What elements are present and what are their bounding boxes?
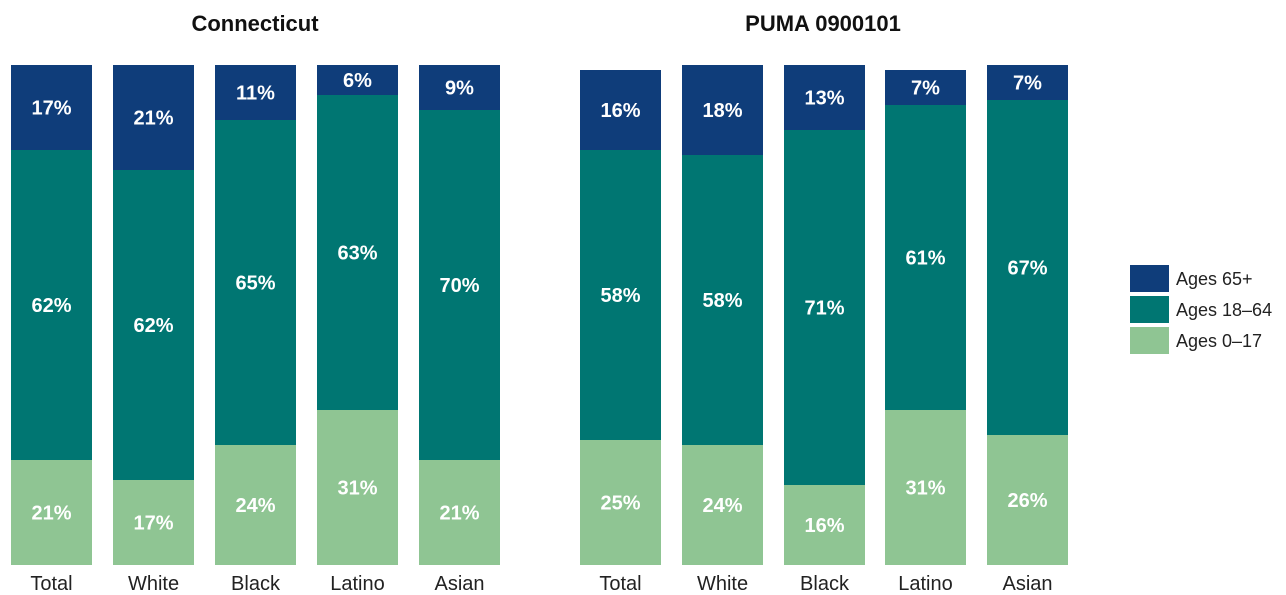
- bar-segment: [419, 110, 500, 460]
- data-label: 16%: [600, 100, 640, 122]
- bar-segment: [784, 65, 865, 130]
- legend-swatch: [1130, 296, 1169, 323]
- data-label: 63%: [337, 243, 377, 265]
- panel-puma: PUMA 0900101 25% 58% 16% Total 24% 58% 18% Whit…: [580, 11, 1068, 595]
- bar-segment: [682, 155, 763, 445]
- data-label: 70%: [439, 275, 479, 297]
- data-label: 58%: [600, 285, 640, 307]
- data-label: 31%: [337, 478, 377, 500]
- legend-label: Ages 65+: [1176, 269, 1253, 289]
- bar-segment: [885, 410, 966, 565]
- category-label: Asian: [434, 573, 484, 595]
- bars-group: 25% 58% 16% Total 24% 58% 18% White 16% 71% 13% Bla…: [580, 65, 1068, 595]
- category-label: Black: [800, 573, 850, 595]
- data-label: 62%: [31, 295, 71, 317]
- bar-segment: [317, 65, 398, 95]
- bar-segment: [317, 410, 398, 565]
- data-label: 62%: [133, 315, 173, 337]
- bar-segment: [784, 130, 865, 485]
- bar-segment: [987, 65, 1068, 100]
- legend-swatch: [1130, 327, 1169, 354]
- legend-label: Ages 0–17: [1176, 331, 1262, 351]
- data-label: 21%: [31, 503, 71, 525]
- data-label: 24%: [235, 495, 275, 517]
- panel-title: PUMA 0900101: [745, 11, 901, 36]
- legend-swatch: [1130, 265, 1169, 292]
- bars-group: 21% 62% 17% Total 17% 62% 21% White 24% 65% 11% Bla…: [11, 65, 500, 595]
- category-label: White: [128, 573, 179, 595]
- data-label: 9%: [445, 78, 474, 100]
- bar-segment: [987, 435, 1068, 565]
- data-label: 17%: [31, 98, 71, 120]
- category-label: Asian: [1002, 573, 1052, 595]
- bar-segment: [580, 150, 661, 440]
- panel-connecticut: Connecticut 21% 62% 17% Total 17% 62% 21% White…: [11, 11, 500, 595]
- data-label: 58%: [702, 290, 742, 312]
- bar-segment: [113, 65, 194, 170]
- data-label: 24%: [702, 495, 742, 517]
- data-label: 17%: [133, 513, 173, 535]
- bar-segment: [113, 170, 194, 480]
- bar-segment: [215, 65, 296, 120]
- bar-segment: [11, 460, 92, 565]
- data-label: 11%: [236, 83, 275, 105]
- bar-segment: [317, 95, 398, 410]
- data-label: 6%: [343, 70, 372, 92]
- data-label: 21%: [439, 503, 479, 525]
- bar-segment: [419, 460, 500, 565]
- bar-segment: [580, 70, 661, 150]
- category-label: Latino: [330, 573, 385, 595]
- data-label: 16%: [804, 515, 844, 537]
- bar-segment: [682, 445, 763, 565]
- legend: Ages 65+ Ages 18–64 Ages 0–17: [1130, 265, 1272, 354]
- data-label: 71%: [804, 298, 844, 320]
- bar-segment: [113, 480, 194, 565]
- legend-label: Ages 18–64: [1176, 300, 1272, 320]
- data-label: 25%: [600, 493, 640, 515]
- data-label: 31%: [905, 478, 945, 500]
- data-label: 18%: [702, 100, 742, 122]
- bar-segment: [215, 120, 296, 445]
- panel-title: Connecticut: [191, 11, 319, 36]
- bar-segment: [11, 65, 92, 150]
- category-label: Total: [30, 573, 72, 595]
- bar-segment: [215, 445, 296, 565]
- category-label: Total: [599, 573, 641, 595]
- bar-segment: [11, 150, 92, 460]
- bar-segment: [419, 65, 500, 110]
- bar-segment: [682, 65, 763, 155]
- data-label: 21%: [133, 108, 173, 130]
- data-label: 61%: [905, 248, 945, 270]
- data-label: 67%: [1007, 258, 1047, 280]
- bar-segment: [784, 485, 865, 565]
- data-label: 7%: [1013, 73, 1042, 95]
- data-label: 26%: [1007, 490, 1047, 512]
- data-label: 13%: [804, 88, 844, 110]
- bar-segment: [885, 105, 966, 410]
- category-label: Latino: [898, 573, 953, 595]
- category-label: Black: [231, 573, 281, 595]
- bar-segment: [580, 440, 661, 565]
- bar-segment: [885, 70, 966, 105]
- data-label: 65%: [235, 273, 275, 295]
- bar-segment: [987, 100, 1068, 435]
- data-label: 7%: [911, 78, 940, 100]
- category-label: White: [697, 573, 748, 595]
